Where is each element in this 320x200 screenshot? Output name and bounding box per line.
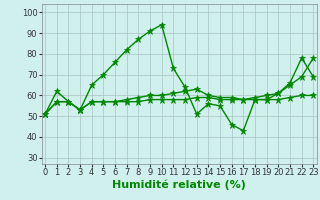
X-axis label: Humidité relative (%): Humidité relative (%) <box>112 180 246 190</box>
